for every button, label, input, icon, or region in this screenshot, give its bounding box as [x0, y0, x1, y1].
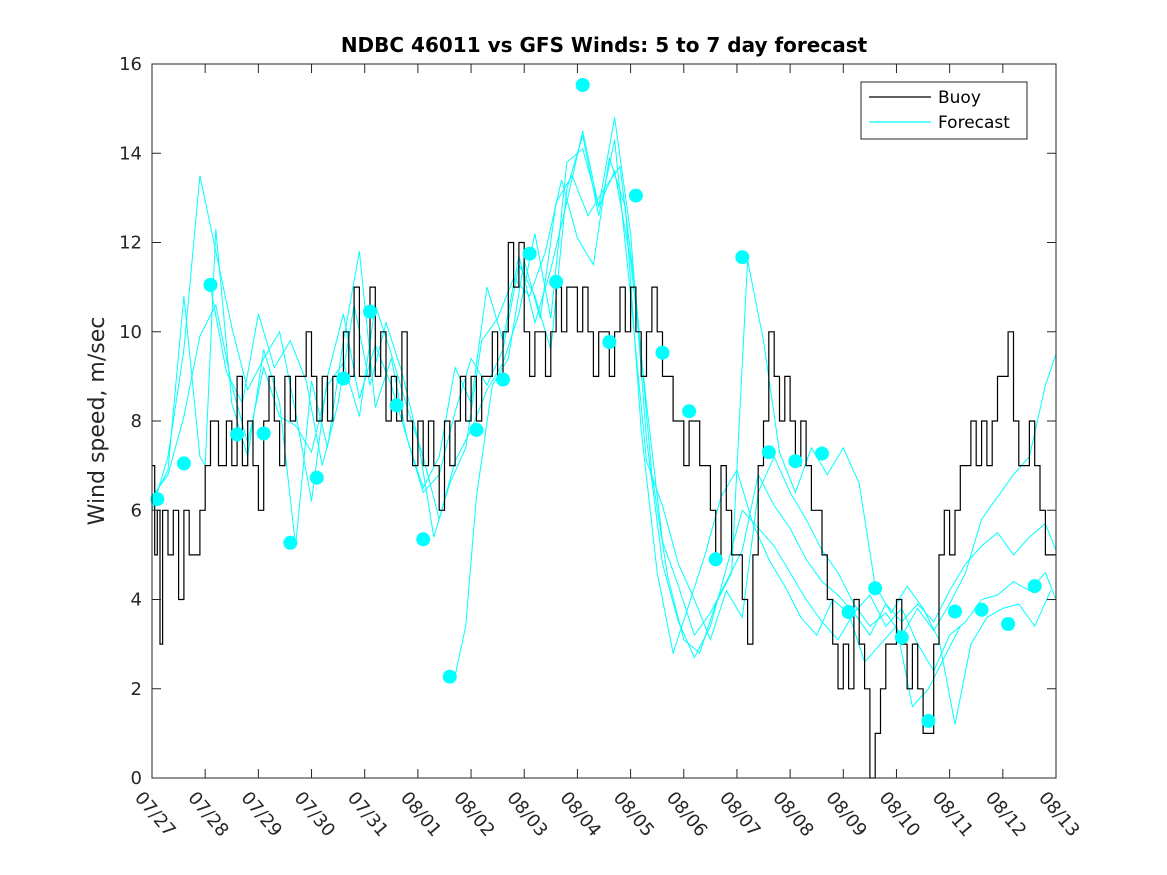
forecast-run-line-1: [151, 130, 1057, 637]
legend-label-forecast: Forecast: [938, 113, 1010, 133]
y-axis-label: Wind speed, m/sec: [85, 317, 110, 526]
forecast-marker-20: [682, 404, 697, 419]
forecast-marker-27: [868, 581, 883, 596]
forecast-marker-11: [442, 669, 457, 684]
forecast-marker-9: [389, 398, 404, 413]
x-tick-label: 08/08: [768, 788, 817, 841]
y-tick-label: 14: [119, 143, 142, 164]
forecast-marker-33: [1027, 579, 1042, 594]
forecast-marker-22: [735, 250, 750, 265]
forecast-marker-31: [974, 602, 989, 617]
forecast-run-line-2: [151, 117, 1057, 672]
forecast-marker-7: [336, 371, 351, 386]
forecast-marker-19: [655, 345, 670, 360]
forecast-marker-28: [894, 630, 909, 645]
forecast-marker-26: [841, 605, 856, 619]
y-tick-label: 6: [131, 500, 142, 521]
y-tick-label: 0: [131, 768, 142, 789]
buoy-line: [152, 241, 1056, 779]
forecast-marker-30: [948, 604, 962, 619]
forecast-marker-21: [708, 552, 723, 567]
x-tick-label: 07/30: [290, 788, 339, 841]
chart-title: NDBC 46011 vs GFS Winds: 5 to 7 day fore…: [341, 33, 868, 57]
forecast-marker-18: [628, 188, 643, 203]
x-tick-label: 08/11: [928, 788, 977, 841]
forecast-marker-29: [921, 713, 936, 728]
x-tick-label: 07/27: [130, 788, 179, 841]
forecast-marker-24: [788, 454, 803, 469]
forecast-marker-17: [602, 335, 617, 349]
forecast-run-line-3: [210, 157, 961, 708]
x-tick-label: 08/09: [821, 788, 870, 841]
forecast-marker-14: [522, 246, 537, 261]
y-tick-label: 4: [131, 590, 142, 611]
forecast-marker-1: [176, 456, 191, 471]
series-layer: [150, 78, 1057, 779]
forecast-marker-4: [256, 426, 271, 441]
forecast-marker-15: [549, 274, 564, 289]
x-tick-label: 08/02: [449, 788, 498, 841]
y-tick-label: 12: [119, 233, 142, 254]
plot-area: [152, 64, 1056, 778]
x-tick-label: 08/10: [875, 788, 924, 841]
forecast-marker-8: [363, 304, 377, 319]
forecast-marker-3: [230, 427, 245, 442]
y-tick-label: 8: [131, 411, 142, 432]
x-tick-label: 07/28: [183, 788, 232, 841]
x-tick-label: 08/12: [981, 788, 1030, 841]
y-axis: 0 2 4 6 8 10 12 14 16: [119, 54, 1056, 789]
forecast-marker-32: [1001, 617, 1016, 631]
y-tick-label: 16: [119, 54, 142, 75]
x-tick-label: 08/13: [1034, 788, 1083, 841]
x-tick-label: 08/03: [502, 788, 551, 841]
x-tick-label: 07/29: [237, 788, 286, 841]
x-tick-label: 08/07: [715, 788, 764, 841]
forecast-marker-23: [761, 445, 776, 460]
forecast-marker-0: [150, 492, 165, 507]
forecast-marker-5: [283, 535, 298, 550]
forecast-marker-12: [469, 422, 484, 437]
forecast-marker-2: [203, 277, 218, 292]
legend: Buoy Forecast: [860, 81, 1028, 140]
x-tick-label: 08/05: [609, 788, 658, 841]
x-tick-label: 08/04: [556, 788, 605, 841]
y-tick-label: 10: [119, 322, 142, 343]
legend-box: [860, 81, 1028, 140]
forecast-marker-6: [309, 470, 324, 485]
y-tick-label: 2: [131, 679, 142, 700]
forecast-marker-25: [815, 446, 829, 461]
forecast-run-line-0: [151, 135, 1057, 642]
forecast-marker-10: [416, 532, 431, 547]
legend-label-buoy: Buoy: [938, 88, 981, 108]
forecast-marker-16: [575, 78, 590, 92]
x-tick-label: 08/01: [396, 788, 445, 841]
x-tick-label: 08/06: [662, 788, 711, 841]
forecast-marker-13: [496, 372, 510, 387]
x-tick-label: 07/31: [343, 788, 392, 841]
